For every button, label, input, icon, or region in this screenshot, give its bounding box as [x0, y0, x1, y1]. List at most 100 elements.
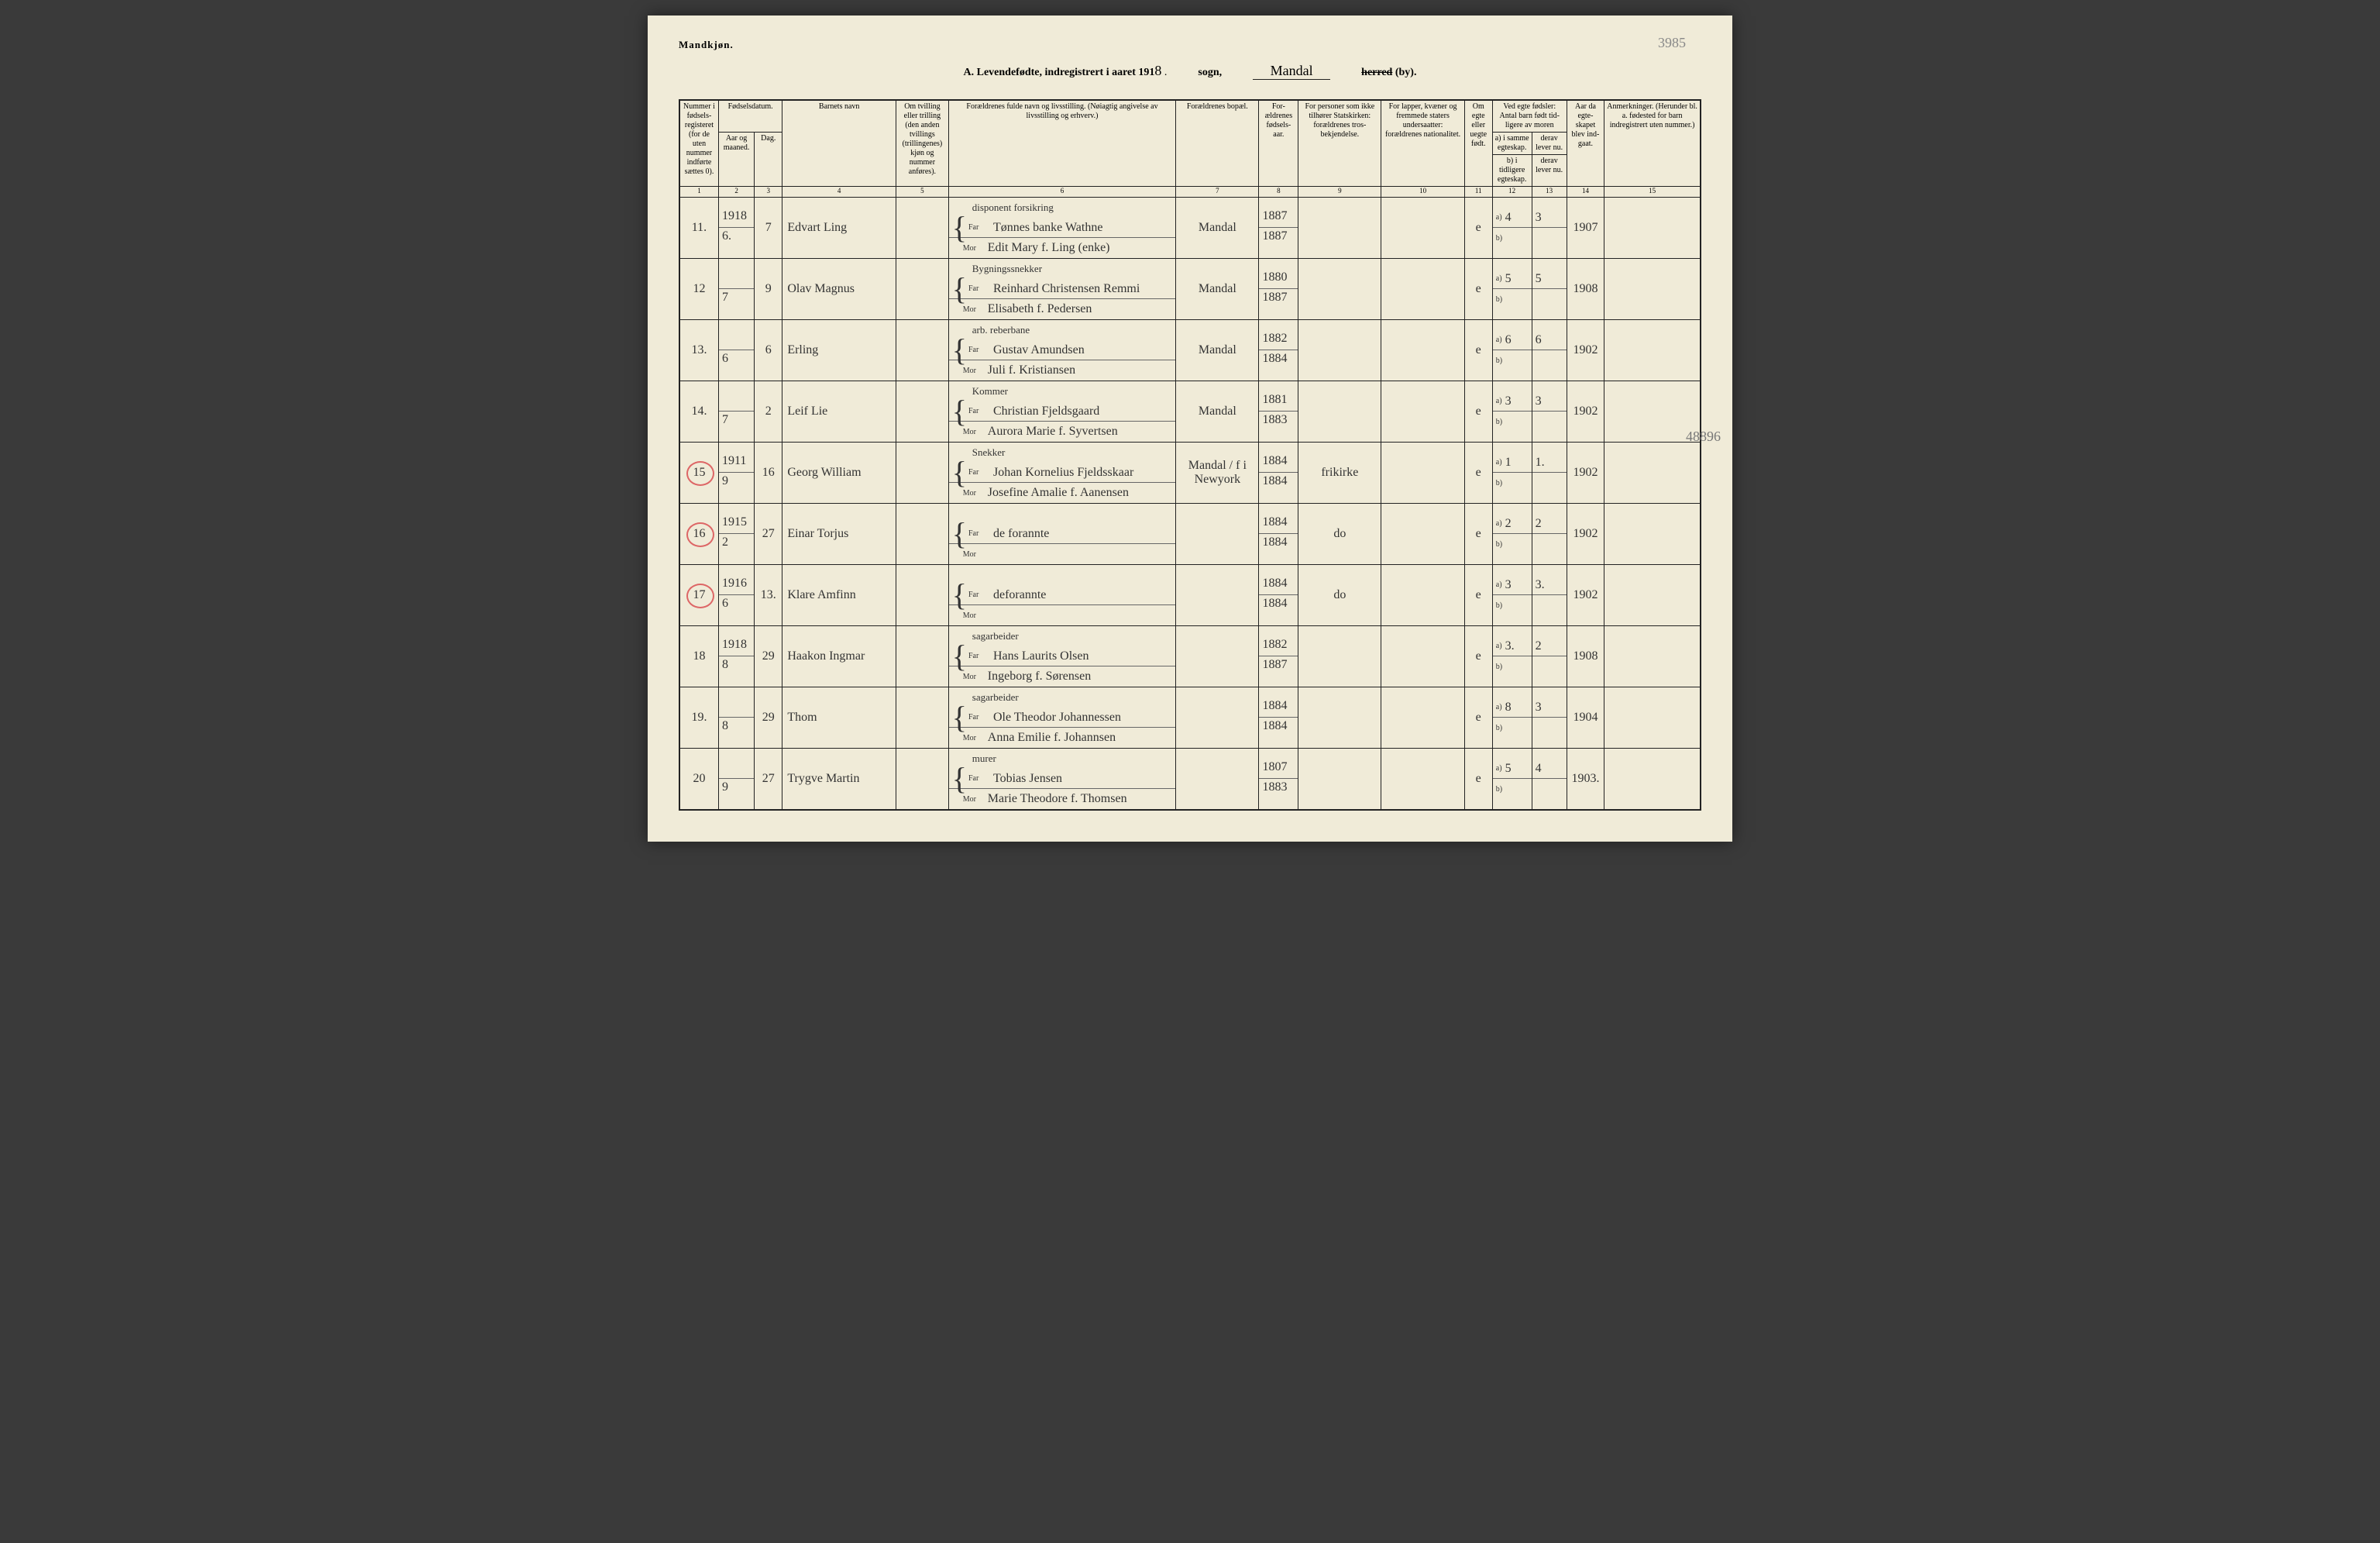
header-c12-group: Ved egte fødsler: Antal barn født tid-li…: [1492, 100, 1567, 133]
cell-number: 17: [679, 565, 718, 626]
cell-child-name: Klare Amfinn: [782, 565, 896, 626]
cell-day: 27: [755, 504, 782, 565]
cell-number: 11.: [679, 198, 718, 259]
cell-parents: Snekker {Far Johan Kornelius Fjeldsskaar…: [948, 443, 1175, 504]
cell-twin: [896, 198, 949, 259]
cell-year-month: 7: [718, 259, 754, 320]
cell-parents: Bygningssnekker {Far Reinhard Christense…: [948, 259, 1175, 320]
cell-twin: [896, 504, 949, 565]
cell-year-month: 8: [718, 687, 754, 749]
cell-remarks: [1604, 198, 1701, 259]
cell-nationality: [1381, 565, 1464, 626]
cell-day: 16: [755, 443, 782, 504]
cell-nationality: [1381, 749, 1464, 811]
cell-parents: murer {Far Tobias Jensen Mor Marie Theod…: [948, 749, 1175, 811]
cell-egte: e: [1464, 504, 1492, 565]
cell-egte: e: [1464, 198, 1492, 259]
header-c11: Om egte eller uegte født.: [1464, 100, 1492, 187]
cell-number: 13.: [679, 320, 718, 381]
page-number: 3985: [1658, 35, 1686, 51]
cell-parents: {Far deforannte Mor: [948, 565, 1175, 626]
cell-religion: [1298, 320, 1381, 381]
cell-twin: [896, 626, 949, 687]
cell-egte: e: [1464, 687, 1492, 749]
cell-parents: disponent forsikring {Far Tønnes banke W…: [948, 198, 1175, 259]
cell-twin: [896, 443, 949, 504]
cell-religion: [1298, 626, 1381, 687]
cell-parents: sagarbeider {Far Ole Theodor Johannessen…: [948, 687, 1175, 749]
cell-egte: e: [1464, 381, 1492, 443]
header-c2-group: Fødselsdatum.: [718, 100, 782, 133]
cell-c12: a)6 b): [1492, 320, 1532, 381]
cell-marriage-year: 1902: [1567, 320, 1604, 381]
cell-c12: a)5 b): [1492, 259, 1532, 320]
header-c1: Nummer i fødsels-registeret (for de uten…: [679, 100, 718, 187]
cell-c12: a)2 b): [1492, 504, 1532, 565]
cell-remarks: [1604, 687, 1701, 749]
cell-bopael: Mandal: [1176, 381, 1259, 443]
cell-parent-years: 1884 1884: [1259, 687, 1298, 749]
table-row: 15 1911 9 16 Georg William Snekker {Far …: [679, 443, 1701, 504]
cell-bopael: Mandal / f i Newyork: [1176, 443, 1259, 504]
cell-c13: 5: [1532, 259, 1567, 320]
cell-day: 29: [755, 687, 782, 749]
header-c13: derav lever nu. derav lever nu.: [1532, 133, 1567, 187]
cell-religion: [1298, 687, 1381, 749]
cell-bopael: [1176, 749, 1259, 811]
cell-number: 20: [679, 749, 718, 811]
cell-twin: [896, 320, 949, 381]
cell-year-month: 7: [718, 381, 754, 443]
table-row: 18 1918 8 29 Haakon Ingmar sagarbeider {…: [679, 626, 1701, 687]
cell-day: 13.: [755, 565, 782, 626]
cell-day: 7: [755, 198, 782, 259]
cell-day: 29: [755, 626, 782, 687]
cell-c13: 3: [1532, 198, 1567, 259]
cell-egte: e: [1464, 259, 1492, 320]
cell-year-month: 1915 2: [718, 504, 754, 565]
cell-marriage-year: 1902: [1567, 381, 1604, 443]
cell-nationality: [1381, 198, 1464, 259]
cell-c12: a)3 b): [1492, 381, 1532, 443]
cell-bopael: Mandal: [1176, 320, 1259, 381]
cell-egte: e: [1464, 565, 1492, 626]
cell-twin: [896, 565, 949, 626]
cell-marriage-year: 1902: [1567, 504, 1604, 565]
cell-parent-years: 1884 1884: [1259, 504, 1298, 565]
cell-c13: 3.: [1532, 565, 1567, 626]
cell-c13: 2: [1532, 626, 1567, 687]
header-c6: Forældrenes fulde navn og livsstilling. …: [948, 100, 1175, 187]
register-page: Mandkjøn. 3985 48896 A. Levendefødte, in…: [648, 15, 1732, 842]
cell-remarks: [1604, 443, 1701, 504]
cell-bopael: Mandal: [1176, 198, 1259, 259]
cell-number: 19.: [679, 687, 718, 749]
cell-parent-years: 1884 1884: [1259, 443, 1298, 504]
cell-marriage-year: 1904: [1567, 687, 1604, 749]
cell-parents: {Far de forannte Mor: [948, 504, 1175, 565]
cell-year-month: 1918 6.: [718, 198, 754, 259]
cell-day: 6: [755, 320, 782, 381]
cell-parent-years: 1882 1887: [1259, 626, 1298, 687]
cell-parents: sagarbeider {Far Hans Laurits Olsen Mor …: [948, 626, 1175, 687]
cell-egte: e: [1464, 749, 1492, 811]
cell-number: 16: [679, 504, 718, 565]
cell-nationality: [1381, 626, 1464, 687]
cell-marriage-year: 1908: [1567, 626, 1604, 687]
cell-remarks: [1604, 259, 1701, 320]
cell-c13: 3: [1532, 687, 1567, 749]
header-c10: For lapper, kvæner og fremmede staters u…: [1381, 100, 1464, 187]
header-c5: Om tvilling eller trilling (den anden tv…: [896, 100, 949, 187]
title-prefix: A. Levendefødte, indregistrert i aaret 1…: [964, 67, 1155, 78]
cell-egte: e: [1464, 443, 1492, 504]
cell-religion: [1298, 198, 1381, 259]
table-row: 16 1915 2 27 Einar Torjus {Far de forann…: [679, 504, 1701, 565]
header-c8: For-ældrenes fødsels-aar.: [1259, 100, 1298, 187]
header-c14: Aar da egte-skapet blev ind-gaat.: [1567, 100, 1604, 187]
cell-bopael: Mandal: [1176, 259, 1259, 320]
table-body: 11. 1918 6. 7 Edvart Ling disponent fors…: [679, 198, 1701, 811]
cell-child-name: Georg William: [782, 443, 896, 504]
cell-egte: e: [1464, 320, 1492, 381]
header-c3: Dag.: [755, 133, 782, 187]
cell-marriage-year: 1902: [1567, 565, 1604, 626]
cell-twin: [896, 687, 949, 749]
cell-number: 12: [679, 259, 718, 320]
